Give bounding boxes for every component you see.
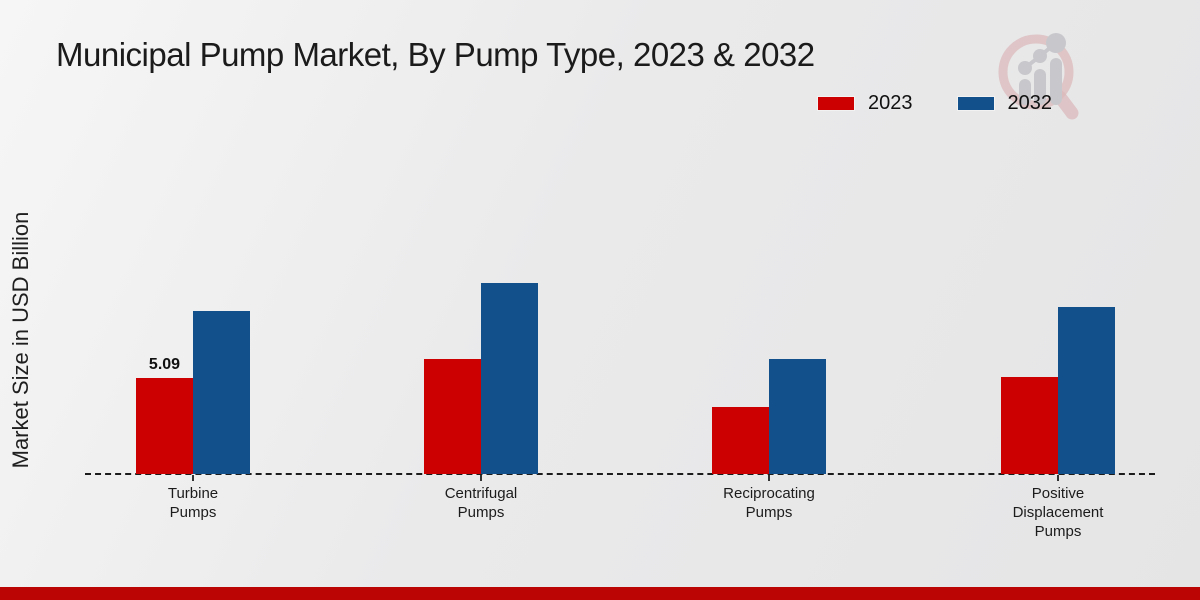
x-axis-category-label: Reciprocating Pumps: [723, 485, 815, 521]
bar-2032-category-2: [769, 359, 826, 474]
x-axis-tick: [192, 475, 194, 481]
bar-value-annotation: 5.09: [148, 356, 181, 373]
bar-2023-category-2: [712, 407, 769, 474]
x-axis-tick: [480, 475, 482, 481]
bar-2032-category-3: [1058, 307, 1115, 474]
chart-title: Municipal Pump Market, By Pump Type, 202…: [56, 36, 815, 73]
legend-item-2032: 2032: [956, 92, 1053, 115]
market-research-future-watermark: [992, 26, 1082, 127]
x-axis-tick: [1057, 475, 1059, 481]
x-axis-baseline: [85, 473, 1155, 475]
bar-2032-category-1: [481, 283, 538, 474]
x-axis-category-label: Turbine Pumps: [167, 485, 219, 521]
bottom-accent-strip: [0, 587, 1200, 600]
bar-2023-category-1: [424, 359, 481, 474]
legend-label-2032: 2032: [1007, 92, 1053, 114]
bar-2023-category-0: [136, 378, 193, 474]
x-axis-category-label: Centrifugal Pumps: [444, 485, 518, 521]
legend: 2023 2032: [817, 92, 1052, 115]
magnifier-bar-chart-logo-icon: [998, 33, 1079, 120]
legend-label-2023: 2023: [868, 92, 913, 114]
bar-2032-category-0: [193, 311, 250, 474]
x-axis-category-label: Positive Displacement Pumps: [1012, 485, 1104, 540]
legend-item-2023: 2023: [817, 92, 913, 115]
x-axis-tick: [768, 475, 770, 481]
bar-2023-category-3: [1001, 377, 1058, 474]
legend-swatch-2032: [956, 96, 995, 111]
legend-swatch-2023: [817, 96, 855, 111]
